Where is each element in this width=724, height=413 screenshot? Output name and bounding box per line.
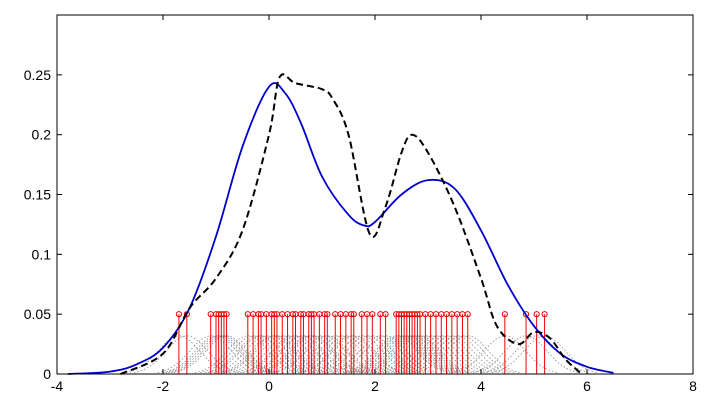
kernel-curve — [382, 335, 490, 373]
kernel-curve — [250, 335, 357, 373]
kernel-curve — [388, 335, 495, 373]
sample-stem — [464, 311, 471, 374]
y-tick-label: 0.05 — [24, 306, 51, 322]
kernel-curve — [353, 335, 460, 373]
kernel-curve — [274, 335, 381, 373]
kernel-curve — [213, 335, 320, 373]
x-tick-label: 4 — [477, 378, 485, 394]
kernel-curve — [343, 335, 450, 373]
density-lines — [67, 73, 614, 375]
kernel-curve — [165, 335, 272, 373]
kernel-curve — [247, 335, 354, 373]
kernel-curve — [327, 335, 434, 373]
x-tick-label: -2 — [157, 378, 170, 394]
kernel-curve — [258, 335, 365, 373]
kernel-curve — [351, 335, 458, 373]
kernel-curve — [208, 335, 315, 373]
sample-stem — [501, 311, 508, 374]
kernel-curve — [361, 335, 468, 373]
kernel-curve — [157, 335, 264, 373]
kernel-curve — [372, 335, 479, 373]
kernel-curve — [287, 335, 394, 373]
kernel-curve — [356, 335, 463, 373]
kernel-curve — [221, 335, 328, 373]
y-tick-label: 0.2 — [32, 127, 52, 143]
x-tick-label: 0 — [265, 378, 273, 394]
kernel-curve — [234, 335, 341, 373]
kernel-curves — [125, 335, 598, 373]
sample-stem — [522, 311, 530, 374]
y-tick-label: 0.25 — [24, 67, 51, 83]
kernel-curve — [266, 335, 373, 373]
sample-stem — [541, 311, 548, 374]
kernel-curve — [242, 335, 349, 373]
plot-area — [57, 15, 693, 374]
y-tick-label: 0 — [43, 366, 51, 382]
kernel-curve — [404, 335, 511, 373]
kernel-curve — [359, 335, 466, 373]
kernel-curve — [218, 335, 325, 373]
kernel-curve — [255, 335, 362, 373]
kernel-curve — [313, 335, 421, 373]
kernel-curve — [205, 335, 312, 373]
x-tick-label: 2 — [371, 378, 379, 394]
sample-stems — [175, 311, 548, 374]
kernel-curve — [393, 335, 500, 373]
y-tick-label: 0.15 — [24, 187, 51, 203]
kernel-curve — [414, 335, 521, 373]
sample-stem — [175, 311, 182, 374]
kernel-curve — [473, 335, 580, 373]
kernel-curve — [173, 335, 280, 373]
kernel-curve — [491, 335, 598, 373]
kernel-curve — [319, 335, 426, 373]
kernel-curve — [133, 335, 240, 373]
kernel-curve — [162, 335, 270, 373]
kernel-curve — [271, 335, 378, 373]
sample-stem — [223, 311, 230, 374]
kernel-curve — [451, 335, 558, 373]
x-tick-label: -4 — [51, 378, 64, 394]
kernel-curve — [300, 335, 407, 373]
kernel-curve — [367, 335, 474, 373]
x-tick-label: 6 — [583, 378, 591, 394]
kernel-curve — [409, 335, 516, 373]
y-tick-label: 0.1 — [32, 246, 52, 262]
kernel-curve — [308, 335, 415, 373]
x-tick-label: 8 — [689, 378, 697, 394]
sample-stem — [324, 311, 331, 374]
y-axis-ticks: 0 0.05 0.1 0.15 0.2 0.25 — [24, 67, 693, 382]
kernel-curve — [170, 335, 278, 373]
kernel-curve — [298, 335, 405, 373]
sample-stem — [369, 311, 376, 374]
kernel-curve — [168, 335, 275, 373]
x-axis-ticks: -4 -2 0 2 4 6 8 — [51, 15, 697, 394]
kernel-curve — [200, 335, 307, 373]
kernel-curve — [377, 335, 484, 373]
kernel-curve — [125, 335, 232, 373]
kernel-curve — [364, 335, 471, 373]
kernel-curve — [348, 335, 455, 373]
kernel-curve — [332, 335, 439, 373]
kernel-curve — [239, 335, 346, 373]
sample-stem — [533, 311, 540, 374]
kernel-curve — [292, 335, 399, 373]
kernel-curve — [398, 335, 505, 373]
dashed-density-line — [120, 73, 583, 375]
kernel-curve — [229, 335, 336, 373]
sample-stem — [350, 311, 357, 374]
kernel-curve — [223, 335, 331, 373]
kernel-curve — [282, 335, 389, 373]
sample-stem — [382, 311, 389, 374]
kernel-curve — [194, 335, 301, 373]
kernel-curve — [345, 335, 452, 373]
kernel-curve — [261, 335, 368, 373]
